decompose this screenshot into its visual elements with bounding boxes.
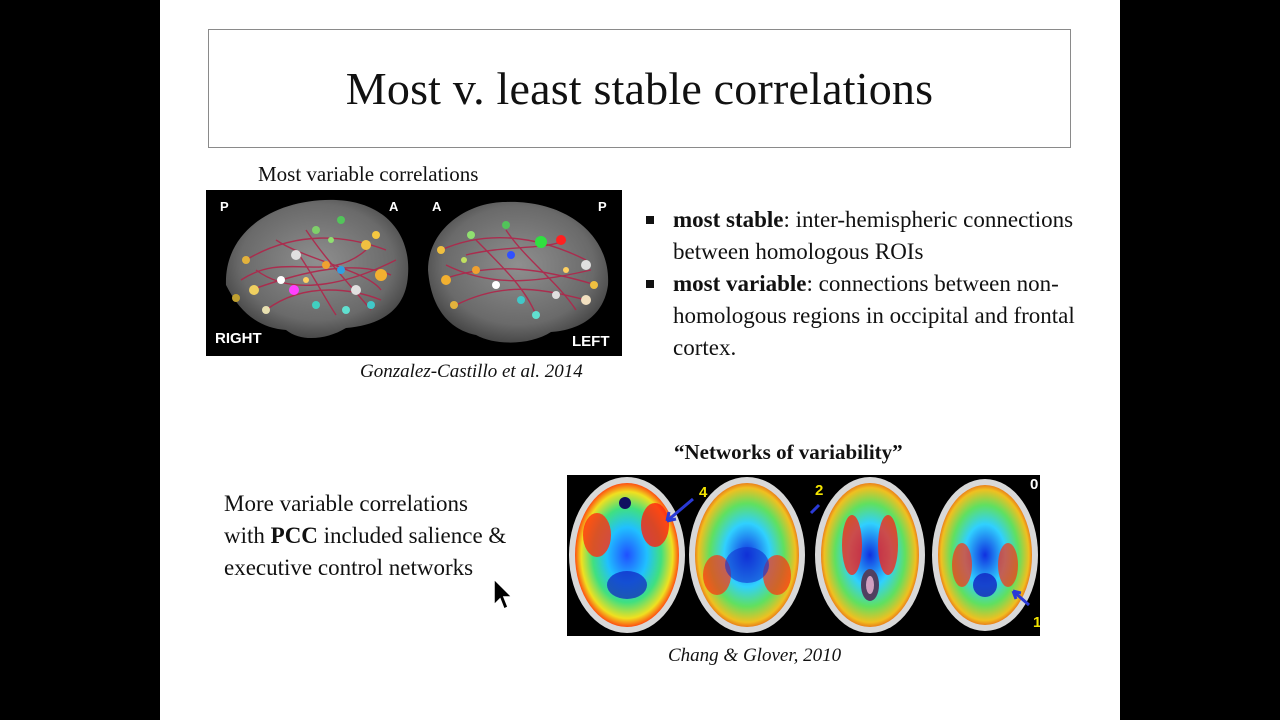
scan-label-2: 2 <box>815 482 823 499</box>
pcc-rest: included salience & executive control ne… <box>224 523 507 580</box>
label-p-left-hemi: P <box>598 199 607 214</box>
bullet-text: : inter-hemispheric connections between … <box>673 207 1074 264</box>
scan-4 <box>932 479 1038 631</box>
bullet-list: most stable: inter-hemispheric connectio… <box>644 204 1114 364</box>
label-a-right-hemi: A <box>389 199 399 214</box>
bullet-most-variable: most variable: connections between non-h… <box>644 268 1114 364</box>
slide-title: Most v. least stable correlations <box>345 63 934 114</box>
brain-scan-figure: 4 2 0 1 <box>567 475 1040 636</box>
square-bullet-icon <box>646 216 654 224</box>
right-hemisphere <box>225 199 409 339</box>
label-left: LEFT <box>572 333 610 350</box>
pcc-line1: More variable correlations <box>224 491 468 516</box>
scan-label-0: 0 <box>1030 476 1038 493</box>
scan-1 <box>569 477 685 633</box>
bullet-most-stable: most stable: inter-hemispheric connectio… <box>644 204 1114 268</box>
pcc-bold: PCC <box>270 523 318 548</box>
mouse-pointer-icon <box>493 577 515 617</box>
label-right: RIGHT <box>215 330 262 347</box>
left-hemisphere <box>428 201 609 343</box>
pcc-prefix: with <box>224 523 271 548</box>
label-p-right-hemi: P <box>220 199 229 214</box>
slide: Most v. least stable correlations Most v… <box>160 0 1120 720</box>
title-box: Most v. least stable correlations <box>208 29 1071 148</box>
arrows <box>665 497 1030 607</box>
bullet-bold: most stable <box>673 207 784 232</box>
scan-label-4: 4 <box>699 484 708 501</box>
scan-2 <box>689 477 805 633</box>
brain-figure-caption: Most variable correlations <box>258 162 479 186</box>
scan-label-1: 1 <box>1033 614 1040 631</box>
bullet-text: : connections between non-homologous reg… <box>673 271 1075 360</box>
label-a-left-hemi: A <box>432 199 442 214</box>
scan-3 <box>815 477 925 633</box>
networks-title: “Networks of variability” <box>674 440 903 464</box>
citation-bottom: Chang & Glover, 2010 <box>668 645 842 666</box>
pcc-text: More variable correlations with PCC incl… <box>224 488 574 584</box>
citation-top: Gonzalez-Castillo et al. 2014 <box>360 361 583 382</box>
brain-network-figure: P A A P RIGHT LEFT <box>206 190 622 356</box>
square-bullet-icon <box>646 280 654 288</box>
bullet-bold: most variable <box>673 271 807 296</box>
